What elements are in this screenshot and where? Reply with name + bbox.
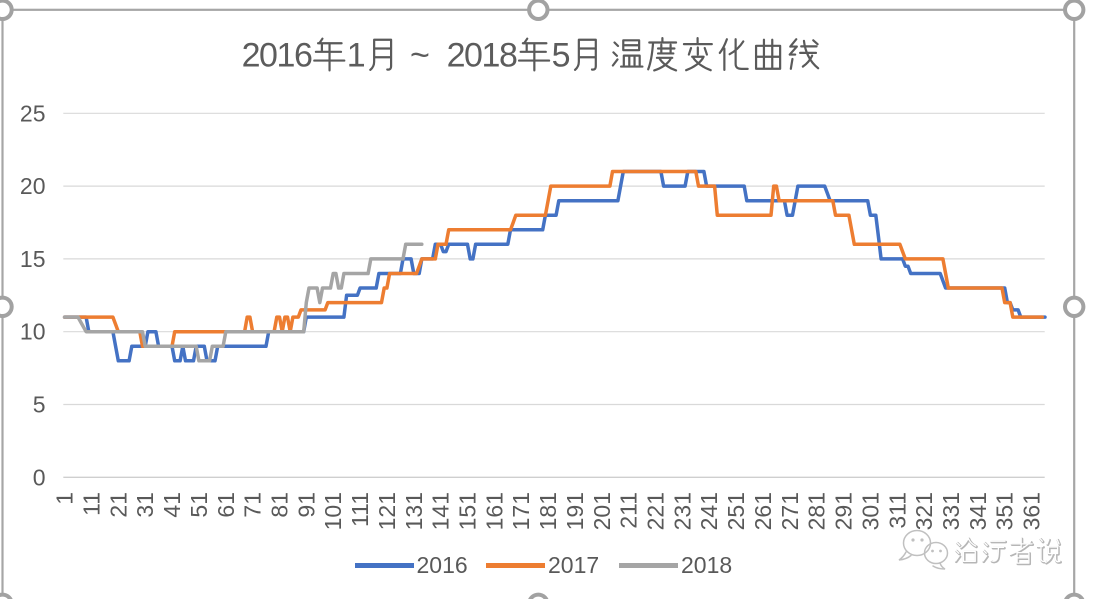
svg-text:101: 101 (320, 492, 346, 530)
svg-text:111: 111 (347, 492, 373, 527)
svg-text:161: 161 (481, 492, 507, 530)
svg-text:351: 351 (992, 492, 1018, 530)
svg-text:251: 251 (723, 492, 749, 530)
svg-text:51: 51 (186, 492, 212, 518)
svg-text:1: 1 (52, 492, 78, 505)
svg-text:31: 31 (132, 492, 158, 518)
svg-text:25: 25 (20, 100, 46, 126)
svg-text:141: 141 (428, 492, 454, 530)
svg-text:181: 181 (535, 492, 561, 530)
svg-text:5: 5 (33, 392, 46, 418)
svg-text:91: 91 (293, 492, 319, 518)
svg-text:311: 311 (884, 492, 910, 529)
svg-text:81: 81 (267, 492, 293, 518)
svg-text:211: 211 (616, 492, 642, 529)
svg-text:2017: 2017 (548, 552, 599, 578)
svg-text:41: 41 (159, 492, 185, 518)
svg-text:281: 281 (804, 492, 830, 530)
svg-text:11: 11 (79, 492, 105, 516)
svg-text:271: 271 (777, 492, 803, 530)
svg-text:231: 231 (669, 492, 695, 530)
svg-text:2016: 2016 (242, 37, 312, 75)
svg-text:121: 121 (374, 492, 400, 530)
svg-text:2018: 2018 (681, 552, 732, 578)
svg-text:2016: 2016 (417, 552, 468, 578)
svg-text:71: 71 (240, 492, 266, 518)
svg-text:361: 361 (1019, 492, 1045, 530)
svg-text:2018: 2018 (447, 37, 517, 75)
svg-text:21: 21 (105, 492, 131, 518)
svg-text:221: 221 (643, 492, 669, 530)
svg-text:341: 341 (965, 492, 991, 530)
svg-text:151: 151 (455, 492, 481, 530)
svg-text:331: 331 (938, 492, 964, 530)
svg-text:~: ~ (410, 37, 429, 75)
svg-text:61: 61 (213, 492, 239, 518)
svg-text:241: 241 (696, 492, 722, 530)
svg-text:261: 261 (750, 492, 776, 530)
svg-text:15: 15 (20, 246, 46, 272)
svg-text:291: 291 (831, 492, 857, 530)
svg-text:131: 131 (401, 492, 427, 530)
svg-text:191: 191 (562, 492, 588, 530)
svg-text:171: 171 (508, 492, 534, 530)
svg-text:1: 1 (347, 37, 365, 75)
svg-text:10: 10 (20, 319, 46, 345)
svg-text:301: 301 (857, 492, 883, 530)
svg-text:20: 20 (20, 173, 46, 199)
svg-text:321: 321 (911, 492, 937, 530)
svg-text:201: 201 (589, 492, 615, 530)
svg-text:0: 0 (33, 464, 46, 490)
svg-text:5: 5 (552, 37, 570, 75)
